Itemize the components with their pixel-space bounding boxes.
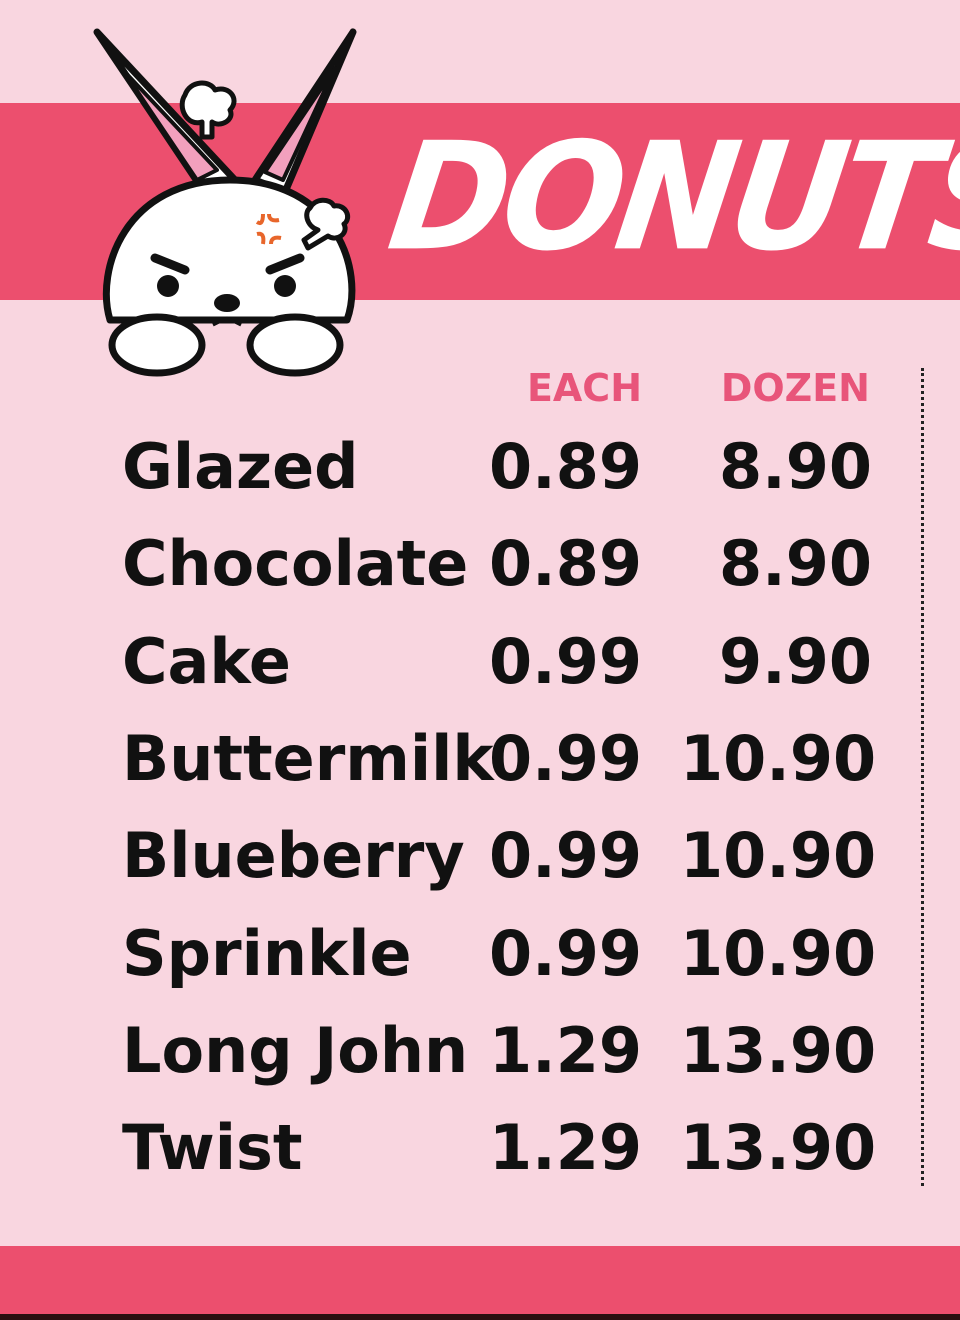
- item-name: Cake: [122, 624, 291, 698]
- item-each: 0.89: [489, 430, 642, 503]
- item-dozen: 8.90: [719, 430, 872, 503]
- item-name: Buttermilk: [122, 721, 494, 795]
- item-name: Sprinkle: [122, 916, 412, 990]
- menu-item: Cake 0.99 9.90: [0, 617, 960, 707]
- item-dozen: 9.90: [719, 624, 872, 698]
- menu-item: Glazed 0.89 8.90: [0, 422, 960, 512]
- item-each: 1.29: [489, 1111, 642, 1185]
- angry-bunny-icon: [93, 28, 357, 377]
- item-name: Glazed: [122, 430, 359, 503]
- item-name: Blueberry: [122, 819, 465, 893]
- menu-item: Chocolate 0.89 8.90: [0, 519, 960, 609]
- item-each: 0.99: [489, 916, 642, 990]
- item-dozen: 10.90: [680, 721, 877, 795]
- item-name: Long John: [122, 1013, 469, 1087]
- menu-item: Buttermilk 0.99 10.90: [0, 714, 960, 804]
- item-name: Chocolate: [122, 527, 469, 601]
- item-each: 0.99: [489, 721, 642, 795]
- item-each: 1.29: [489, 1013, 642, 1087]
- item-dozen: 10.90: [680, 819, 877, 893]
- menu-title: DONUTS: [379, 110, 960, 285]
- item-dozen: 8.90: [719, 527, 872, 601]
- item-each: 0.99: [489, 624, 642, 698]
- item-dozen: 10.90: [680, 916, 877, 990]
- column-header-each: EACH: [526, 366, 642, 410]
- menu-item: Sprinkle 0.99 10.90: [0, 909, 960, 999]
- menu-item: Long John 1.29 13.90: [0, 1006, 960, 1096]
- column-header-dozen: DOZEN: [720, 366, 870, 410]
- item-name: Twist: [122, 1111, 303, 1185]
- item-each: 0.99: [489, 819, 642, 893]
- item-dozen: 13.90: [680, 1013, 877, 1087]
- bottom-banner: [0, 1246, 960, 1314]
- menu-item: Twist 1.29 13.90: [0, 1103, 960, 1193]
- item-each: 0.89: [489, 527, 642, 601]
- menu-item: Blueberry 0.99 10.90: [0, 811, 960, 901]
- bottom-border: [0, 1314, 960, 1320]
- dotted-divider: [921, 368, 924, 1186]
- item-dozen: 13.90: [680, 1111, 877, 1185]
